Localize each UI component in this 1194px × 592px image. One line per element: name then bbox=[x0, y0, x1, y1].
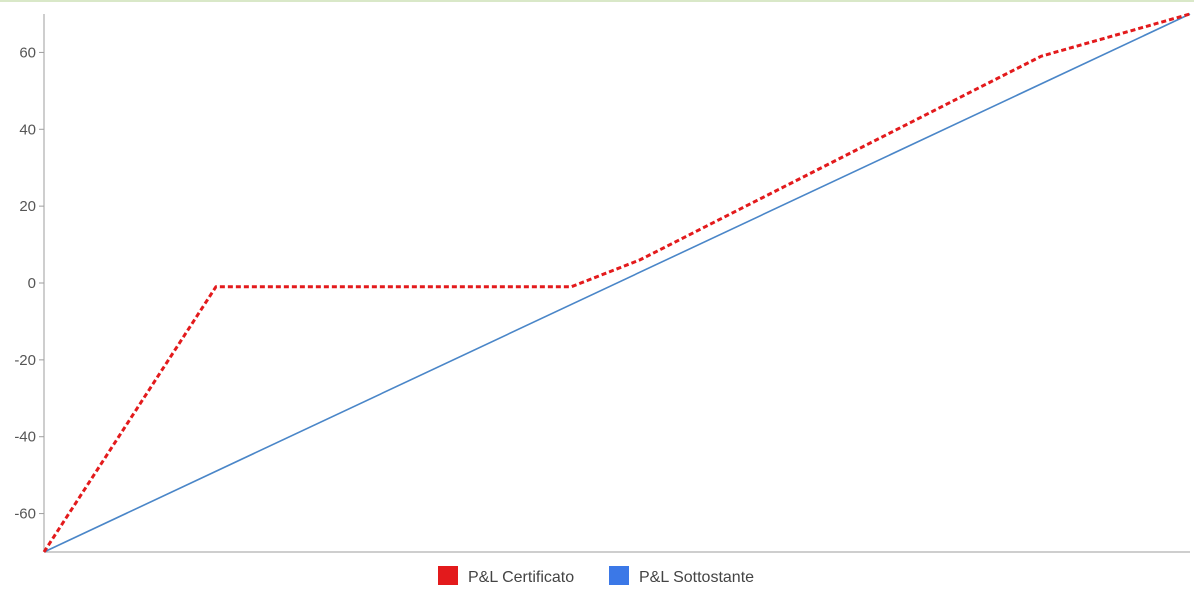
y-tick-label: 40 bbox=[19, 121, 36, 138]
y-tick-label: -20 bbox=[14, 352, 36, 369]
legend-swatch bbox=[609, 566, 629, 585]
series-line-sottostante bbox=[44, 14, 1190, 552]
legend-swatch bbox=[438, 566, 458, 585]
y-tick-label: -60 bbox=[14, 506, 36, 523]
series-layer bbox=[44, 14, 1190, 552]
y-tick-label: -40 bbox=[14, 429, 36, 446]
legend: P&L Certificato P&L Sottostante bbox=[438, 566, 754, 586]
legend-label: P&L Certificato bbox=[468, 569, 574, 586]
y-tick-label: 20 bbox=[19, 198, 36, 215]
legend-label: P&L Sottostante bbox=[639, 569, 754, 586]
y-tick-label: 60 bbox=[19, 44, 36, 61]
y-tick-label: 0 bbox=[28, 275, 36, 292]
y-axis: 60 40 20 0 -20 -40 -60 bbox=[14, 14, 44, 552]
